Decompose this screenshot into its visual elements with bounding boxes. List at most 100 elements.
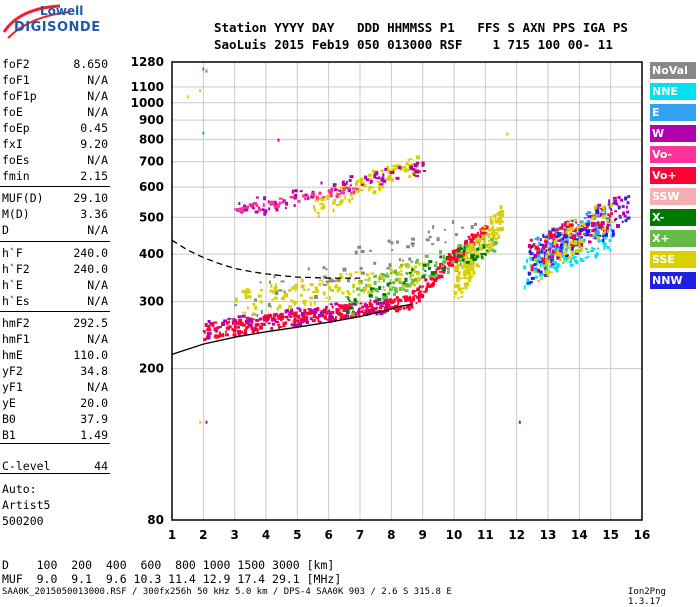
echo-point — [346, 189, 349, 193]
echo-point — [312, 192, 316, 196]
profile-curves — [171, 239, 412, 356]
echo-point — [345, 295, 350, 298]
echo-point — [243, 206, 247, 209]
echo-point — [500, 227, 504, 231]
echo-point — [541, 261, 545, 265]
echo-point — [271, 318, 274, 322]
echo-point — [551, 261, 555, 265]
echo-point — [262, 315, 265, 320]
echo-point — [541, 250, 545, 255]
echo-point — [410, 278, 414, 281]
y-tick-label: 80 — [147, 513, 164, 527]
echo-point — [582, 232, 585, 236]
echo-point — [545, 249, 548, 253]
legend-w: W — [650, 125, 696, 142]
echo-point — [387, 303, 391, 307]
echo-point — [499, 210, 504, 214]
echo-point — [348, 199, 351, 204]
echo-point — [609, 248, 612, 252]
echo-point — [390, 299, 394, 303]
echo-point — [337, 193, 341, 196]
echo-point — [202, 131, 205, 135]
echo-point — [218, 334, 222, 338]
echo-point — [570, 250, 575, 255]
echo-point — [480, 255, 483, 259]
echo-point — [292, 320, 297, 323]
echo-point — [415, 272, 420, 276]
echo-point — [559, 246, 563, 250]
echo-point — [234, 300, 238, 303]
echo-point — [284, 206, 287, 209]
echo-point — [564, 259, 567, 263]
echo-point — [416, 155, 421, 160]
echo-point — [436, 237, 440, 242]
echo-point — [318, 320, 322, 324]
echo-point — [493, 241, 498, 246]
echo-point — [259, 288, 263, 291]
echo-point — [383, 288, 387, 291]
echo-point — [433, 264, 437, 268]
echo-point — [540, 248, 543, 251]
echo-point — [603, 230, 606, 234]
echo-point — [605, 230, 610, 233]
echo-point — [471, 247, 476, 251]
echo-point — [591, 213, 596, 216]
echo-point — [332, 201, 335, 205]
echo-point — [452, 253, 456, 256]
echo-point — [459, 247, 463, 250]
echo-point — [518, 420, 521, 424]
echo-point — [555, 266, 559, 270]
echo-point — [349, 306, 354, 310]
echo-point — [236, 321, 240, 325]
echo-point — [289, 311, 294, 315]
echo-point — [607, 218, 611, 221]
echo-point — [390, 302, 394, 305]
echo-point — [273, 274, 276, 279]
param-value: 34.8 — [80, 364, 108, 378]
echo-point — [243, 331, 248, 335]
echo-point — [304, 197, 307, 201]
echo-point — [535, 247, 540, 251]
echo-point — [336, 279, 340, 282]
x-tick-label: 1 — [168, 528, 176, 542]
echo-point — [234, 297, 238, 301]
echo-point — [530, 245, 534, 249]
echo-point — [541, 258, 544, 263]
echo-point — [354, 271, 359, 274]
echo-point — [263, 322, 266, 326]
echo-point — [463, 265, 468, 268]
param-value: 240.0 — [73, 262, 108, 276]
echo-point — [278, 325, 283, 328]
echo-point — [382, 295, 386, 300]
grid — [171, 61, 643, 521]
echo-point — [391, 281, 396, 285]
echo-point — [422, 285, 425, 288]
echo-point — [370, 287, 373, 291]
echo-point — [245, 288, 250, 291]
echo-point — [528, 281, 533, 284]
echo-point — [365, 311, 368, 315]
echo-point — [555, 233, 558, 237]
echo-point — [290, 308, 294, 312]
echo-point — [350, 301, 353, 305]
echo-point — [427, 284, 432, 288]
echo-point — [375, 177, 379, 180]
echo-point — [442, 269, 446, 274]
echo-point — [398, 286, 402, 291]
echo-point — [319, 202, 324, 205]
echo-point — [603, 243, 607, 248]
x-tick-label: 12 — [508, 528, 525, 542]
echo-point — [498, 227, 502, 231]
echo-point — [541, 273, 546, 276]
echo-point — [392, 293, 396, 297]
echo-point — [296, 323, 300, 327]
echo-point — [462, 251, 466, 256]
echo-point — [432, 225, 435, 230]
echo-point — [309, 283, 314, 287]
echo-point — [371, 287, 375, 290]
param-b1: B1 1.49 — [2, 427, 108, 443]
echo-point — [317, 214, 320, 218]
echo-point — [411, 278, 415, 283]
echo-point — [530, 276, 535, 280]
echo-point — [478, 234, 482, 237]
